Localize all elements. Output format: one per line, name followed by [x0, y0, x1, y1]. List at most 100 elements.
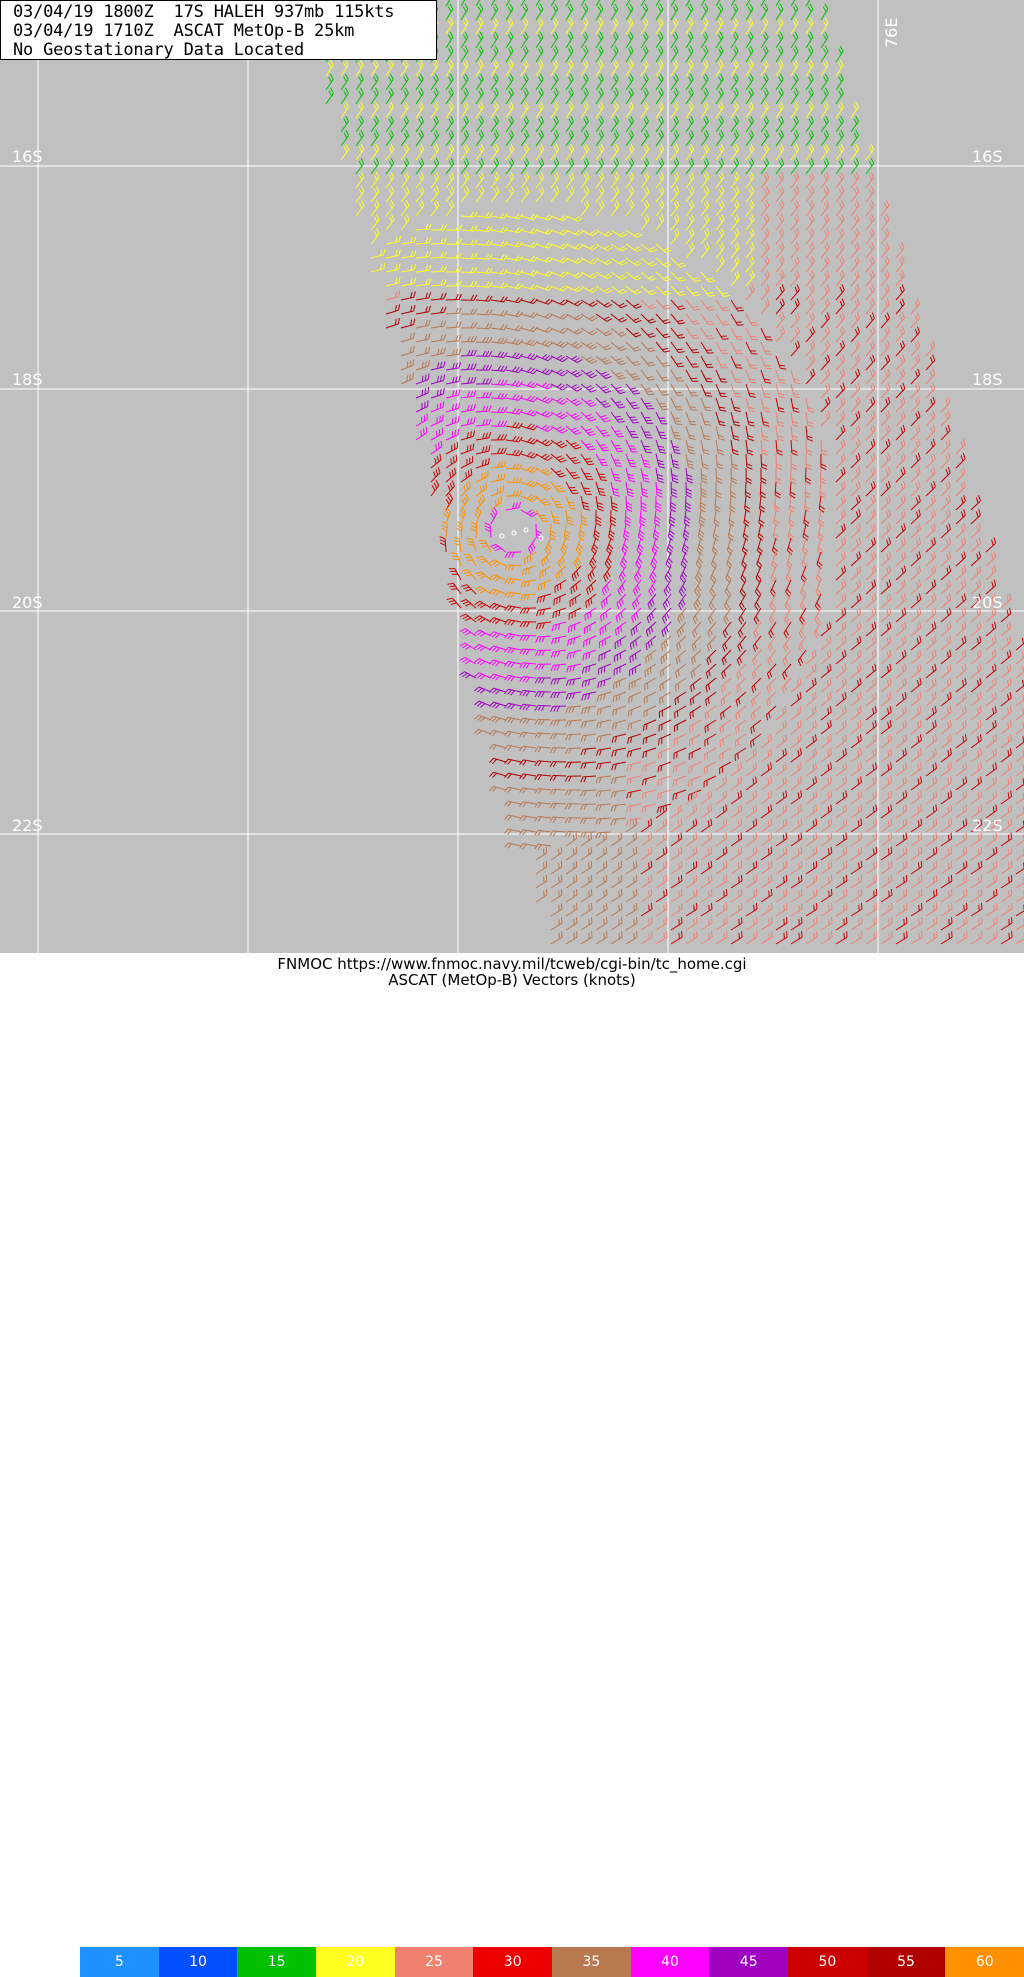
- wind-barb: [506, 116, 514, 132]
- wind-barb: [581, 342, 597, 349]
- wind-barb: [617, 594, 626, 609]
- wind-barb: [551, 468, 566, 477]
- wind-barb: [821, 88, 828, 104]
- wind-barb: [431, 88, 438, 104]
- wind-barb: [446, 4, 453, 20]
- wind-barb: [1001, 664, 1011, 678]
- wind-barb: [716, 356, 728, 368]
- wind-barb: [731, 791, 742, 805]
- wind-barb: [701, 272, 715, 282]
- wind-barb: [731, 861, 742, 874]
- wind-barb: [520, 663, 536, 669]
- wind-barb: [585, 608, 596, 621]
- wind-barb: [476, 60, 483, 76]
- wind-barb: [836, 130, 844, 146]
- wind-barb: [815, 608, 821, 624]
- wind-barb: [821, 18, 828, 34]
- wind-barb: [565, 818, 581, 823]
- wind-barb: [896, 580, 906, 594]
- wind-barb: [941, 495, 950, 510]
- wind-barb: [911, 931, 922, 944]
- wind-barb: [851, 495, 860, 510]
- wind-barb: [566, 286, 583, 292]
- wind-barb: [911, 467, 920, 482]
- wind-barb: [551, 440, 567, 448]
- wind-barb: [491, 338, 507, 344]
- wind-barb: [911, 889, 922, 902]
- wind-barb: [551, 230, 568, 235]
- wind-barb: [566, 734, 581, 740]
- wind-barb: [716, 875, 727, 888]
- wind-barb: [686, 116, 694, 132]
- wind-barb: [461, 267, 477, 272]
- wind-barb: [641, 4, 648, 20]
- wind-barb: [520, 649, 536, 655]
- wind-barb: [446, 308, 461, 314]
- wind-barb: [716, 200, 724, 216]
- wind-barb: [776, 228, 784, 244]
- wind-barb: [686, 833, 697, 846]
- wind-barb: [431, 428, 442, 440]
- wind-barb: [746, 791, 757, 805]
- wind-barb: [971, 762, 982, 776]
- wind-barb: [836, 566, 846, 581]
- wind-barb: [475, 507, 481, 524]
- wind-barb: [686, 847, 697, 860]
- wind-barb: [911, 369, 920, 384]
- wind-barb: [791, 706, 801, 720]
- wind-barb: [716, 186, 724, 202]
- wind-barb: [686, 819, 697, 832]
- wind-barb: [686, 454, 694, 469]
- wind-barb: [628, 734, 641, 744]
- wind-barb: [566, 412, 582, 420]
- wind-barb: [626, 60, 633, 76]
- wind-barb: [836, 144, 844, 160]
- wind-barb: [776, 313, 785, 328]
- wind-barb: [431, 252, 446, 258]
- wind-barb: [386, 236, 401, 244]
- wind-barb: [701, 286, 715, 296]
- wind-barb: [506, 325, 523, 330]
- wind-barb: [656, 258, 671, 267]
- wind-barb: [851, 439, 860, 454]
- wind-barb: [881, 664, 891, 678]
- wind-barb: [881, 481, 890, 496]
- wind-barb: [461, 404, 476, 412]
- wind-barb: [529, 538, 537, 554]
- wind-barb: [521, 4, 528, 20]
- wind-barb: [746, 228, 754, 244]
- wind-barb: [401, 359, 414, 370]
- wind-barb: [866, 537, 876, 552]
- wind-barb: [866, 791, 877, 805]
- wind-barb: [671, 258, 686, 267]
- wind-barb: [821, 454, 826, 470]
- wind-barb: [896, 889, 907, 902]
- wind-barb: [941, 566, 951, 581]
- wind-barb: [564, 524, 570, 540]
- wind-barb: [596, 258, 612, 265]
- wind-barb: [746, 805, 757, 818]
- wind-barb: [941, 481, 950, 496]
- wind-barb: [644, 692, 656, 704]
- wind-barb: [551, 664, 566, 671]
- wind-barb: [956, 791, 967, 805]
- wind-barb: [708, 608, 716, 624]
- wind-barb: [956, 650, 966, 664]
- wind-barb: [791, 299, 799, 314]
- wind-barb: [505, 703, 522, 709]
- legend-cell-5: 5: [80, 1947, 159, 1977]
- wind-barb: [431, 74, 438, 90]
- wind-barb: [1016, 664, 1024, 678]
- wind-barb: [535, 775, 551, 780]
- wind-barb: [671, 200, 679, 216]
- wind-barb: [386, 186, 394, 202]
- wind-barb: [911, 903, 922, 916]
- wind-barb: [791, 102, 798, 118]
- wind-barb: [566, 272, 583, 278]
- wind-barb: [596, 144, 604, 160]
- wind-barb: [656, 18, 663, 34]
- wind-barb: [1016, 706, 1024, 720]
- wind-barb: [716, 18, 723, 34]
- wind-barb: [896, 256, 904, 272]
- wind-barb: [561, 538, 567, 555]
